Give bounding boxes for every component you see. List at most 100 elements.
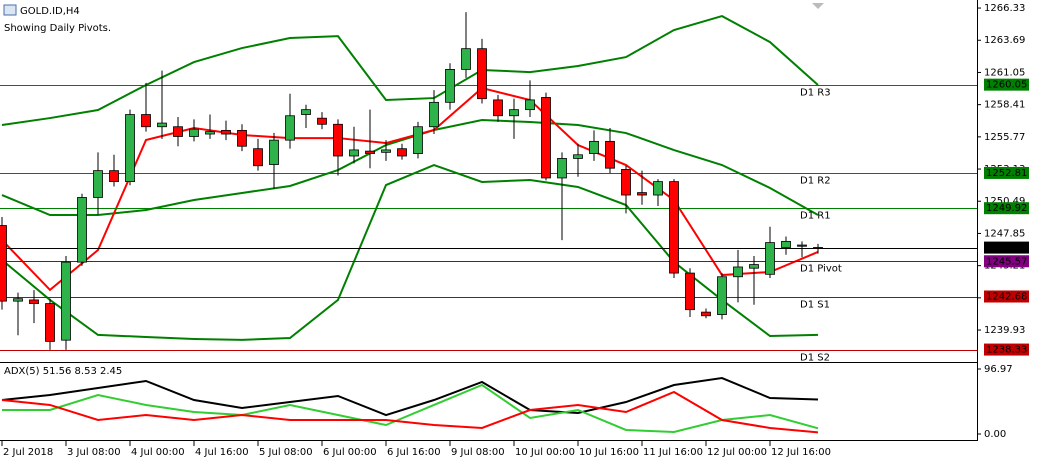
pivot-price-label: 1245.57 <box>986 256 1027 267</box>
x-tick-label: 4 Jul 16:00 <box>195 447 249 458</box>
pivot-name: D1 Pivot <box>800 264 842 275</box>
candle-body <box>77 197 87 263</box>
candle-body <box>813 247 823 249</box>
x-tick-label: 11 Jul 16:00 <box>643 447 703 458</box>
x-tick-label: 6 Jul 16:00 <box>387 447 441 458</box>
candle-body <box>125 114 135 183</box>
candle-body <box>509 109 519 117</box>
candle-body <box>717 276 727 315</box>
candle-body <box>0 225 7 302</box>
pivot-price-label: 1238.33 <box>986 345 1027 356</box>
candle-body <box>253 148 263 167</box>
y-tick-label: 1250.49 <box>984 196 1025 207</box>
candle-body <box>93 170 103 198</box>
candle-body <box>141 114 151 128</box>
candle-body <box>381 149 391 153</box>
candle-body <box>189 128 199 137</box>
pivot-price-label: 1260.05 <box>986 80 1027 91</box>
candle-body <box>477 48 487 100</box>
candle-body <box>109 170 119 183</box>
pivot-name: D1 R3 <box>800 88 831 99</box>
candle-body <box>349 149 359 157</box>
pivot-name: D1 R2 <box>800 176 831 187</box>
pivot-name: D1 S1 <box>800 300 830 311</box>
pivot-name: D1 S2 <box>800 353 830 364</box>
x-tick-label: 6 Jul 00:00 <box>323 447 377 458</box>
pivot-price-label: 1252.81 <box>986 168 1027 179</box>
candle-body <box>45 303 55 342</box>
pivot-price-box <box>984 343 1029 356</box>
y-tick-label: 1255.77 <box>984 132 1025 143</box>
pivot-price-box <box>984 290 1029 303</box>
y-tick-label: 1266.33 <box>984 3 1025 14</box>
x-tick-label: 5 Jul 08:00 <box>259 447 313 458</box>
indicator-line <box>2 383 819 433</box>
x-tick-label: 12 Jul 00:00 <box>707 447 767 458</box>
candle-body <box>285 115 295 141</box>
y-tick-label: 1258.41 <box>984 100 1025 111</box>
candle-body <box>589 140 599 154</box>
pivot-price-label: 1249.92 <box>986 203 1027 214</box>
y-tick-label: 1239.93 <box>984 325 1025 336</box>
candle-body <box>605 140 615 169</box>
candle-body <box>205 131 215 135</box>
candle-body <box>397 148 407 157</box>
y-tick-label: 96.97 <box>984 364 1013 375</box>
chart-title: GOLD.ID,H4 <box>20 6 80 17</box>
candle-body <box>621 169 631 196</box>
candle-body <box>653 181 663 196</box>
candle-body <box>365 150 375 154</box>
y-tick-label: 1263.69 <box>984 35 1025 46</box>
candle-body <box>317 117 327 125</box>
candle-body <box>429 101 439 128</box>
x-tick-label: 12 Jul 16:00 <box>771 447 831 458</box>
pivot-price-box <box>984 255 1029 268</box>
x-tick-label: 10 Jul 00:00 <box>515 447 575 458</box>
candle-body <box>221 129 231 135</box>
candle-body <box>173 126 183 137</box>
indicator-line <box>1 15 819 127</box>
x-tick-label: 9 Jul 08:00 <box>451 447 505 458</box>
candle-body <box>445 68 455 103</box>
candle-body <box>13 298 23 302</box>
x-tick-label: 4 Jul 00:00 <box>131 447 185 458</box>
candle-body <box>669 181 679 274</box>
candle-body <box>749 264 759 269</box>
pivot-price-box <box>984 166 1029 179</box>
indicator-line <box>1 377 819 417</box>
candle-body <box>237 129 247 147</box>
candle-body <box>525 99 535 111</box>
candle-body <box>573 154 583 159</box>
candle-body <box>493 99 503 117</box>
candle-body <box>29 299 39 304</box>
candle-body <box>461 48 471 70</box>
pivot-price-box <box>984 202 1029 215</box>
x-tick-label: 10 Jul 16:00 <box>579 447 639 458</box>
x-tick-label: 2 Jul 2018 <box>3 447 53 458</box>
candle-body <box>269 139 279 165</box>
indicator-line <box>1 390 819 434</box>
indicator-line <box>1 86 819 292</box>
candle-body <box>701 311 711 317</box>
y-tick-label: 1261.05 <box>984 67 1025 78</box>
candle-body <box>765 242 775 275</box>
candle-body <box>541 97 551 179</box>
candle-body <box>301 109 311 115</box>
candle-body <box>157 122 167 128</box>
current-price-box <box>984 241 1029 254</box>
pivot-price-label: 1242.68 <box>986 292 1027 303</box>
candle-body <box>413 126 423 154</box>
chart-subtitle: Showing Daily Pivots. <box>4 23 111 34</box>
pivot-price-box <box>984 78 1029 91</box>
pivot-name: D1 R1 <box>800 211 831 222</box>
indicator-title: ADX(5) 51.56 8.53 2.45 <box>4 366 122 377</box>
candle-body <box>797 244 807 247</box>
x-tick-label: 3 Jul 08:00 <box>67 447 121 458</box>
candle-body <box>557 158 567 179</box>
y-tick-label: 1247.85 <box>984 228 1025 239</box>
symbol-icon <box>3 4 17 16</box>
candle-body <box>333 123 343 157</box>
candle-body <box>733 266 743 278</box>
